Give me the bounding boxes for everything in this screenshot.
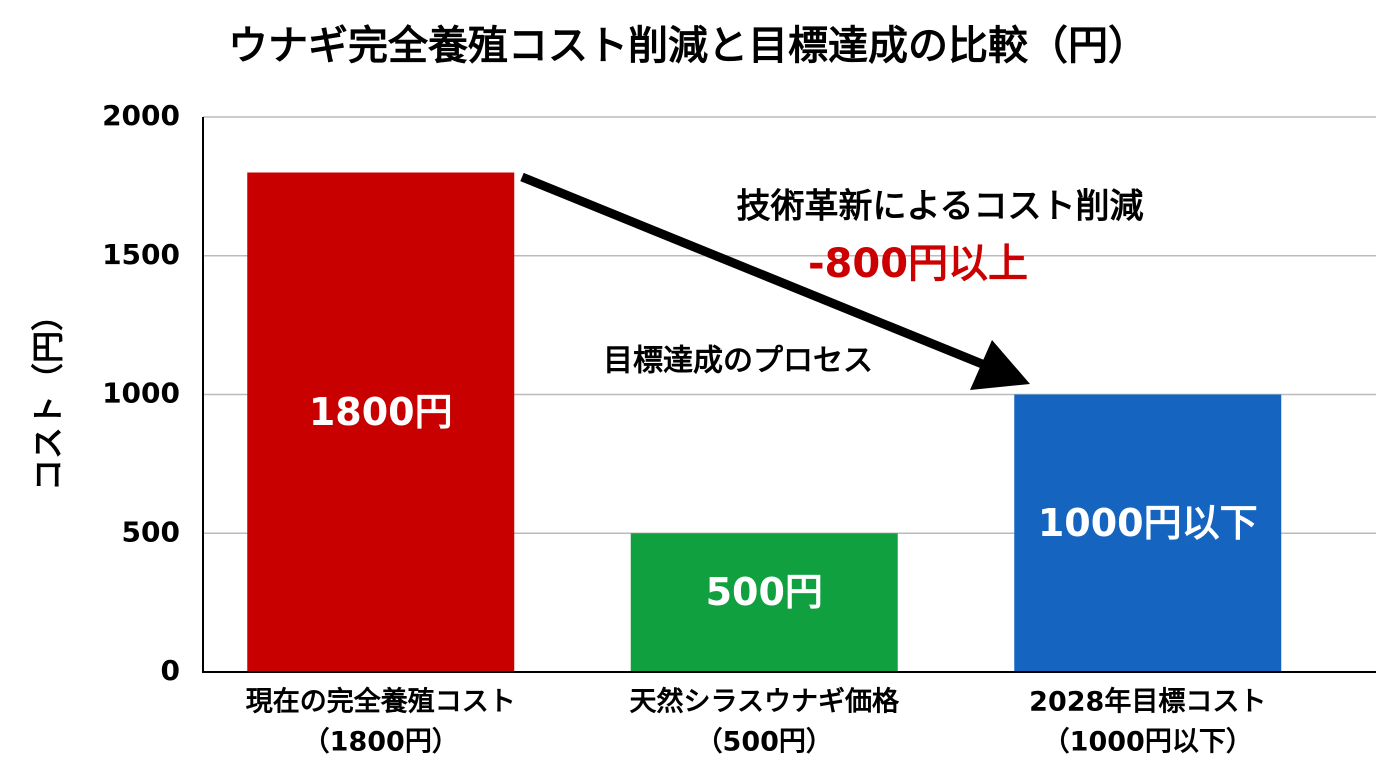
y-axis-label: コスト（円） [29, 299, 67, 491]
y-tick-label: 1000 [102, 377, 180, 410]
annotation: 目標達成のプロセス [603, 344, 873, 379]
y-tick-label: 500 [122, 515, 180, 548]
y-tick-label: 2000 [102, 99, 180, 132]
x-tick-label: 天然シラスウナギ価格 [630, 686, 900, 718]
x-tick-label: 現在の完全養殖コスト [246, 686, 516, 718]
value-label: 500円 [706, 570, 823, 614]
x-tick-label: （1000円以下） [1043, 727, 1253, 758]
y-tick-label: 1500 [102, 238, 180, 271]
value-label: 1000円以下 [1038, 501, 1258, 545]
value-label: 1800円 [309, 390, 453, 434]
x-tick-label: （1800円） [303, 727, 459, 758]
x-tick-label: 2028年目標コスト [1029, 686, 1266, 718]
y-tick-label: 0 [161, 654, 180, 687]
chart-title: ウナギ完全養殖コスト削減と目標達成の比較（円） [228, 23, 1148, 69]
x-tick-label: （500円） [696, 727, 833, 758]
annotation: -800円以上 [808, 241, 1028, 287]
annotation: 技術革新によるコスト削減 [737, 187, 1144, 227]
